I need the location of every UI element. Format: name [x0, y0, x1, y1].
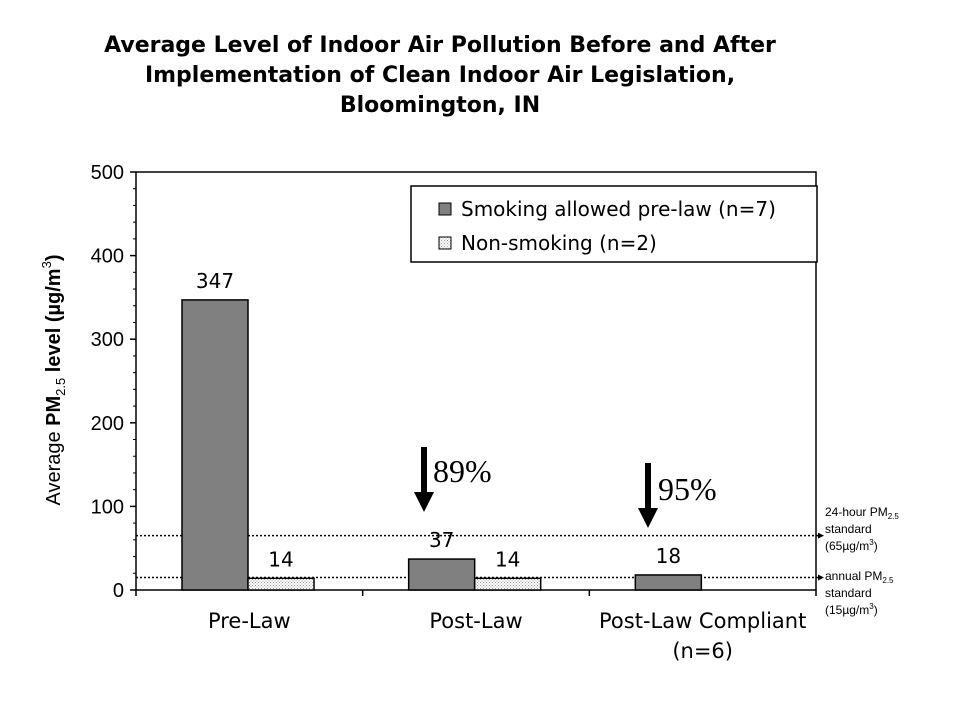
- reduction-arrow-shaft: [645, 463, 651, 510]
- legend-swatch-non-smoking: [438, 236, 452, 250]
- reduction-label: 95%: [658, 471, 717, 507]
- data-label: 14: [495, 547, 520, 571]
- reference-label-line-2: standard: [825, 586, 872, 600]
- reference-label-line-3: (15µg/m3): [825, 602, 878, 617]
- chart-title-line-2: Implementation of Clean Indoor Air Legis…: [145, 63, 735, 88]
- bar-non-smoking: [473, 577, 542, 591]
- reduction-label: 89%: [433, 453, 492, 489]
- reference-line-arrowhead: [818, 574, 824, 581]
- x-axis: Pre-Law Post-Law Post-Law Compliant (n=6): [135, 590, 817, 663]
- y-tick-label: 400: [91, 246, 124, 268]
- x-category-label: Pre-Law: [208, 609, 291, 633]
- reduction-arrow-head: [638, 508, 658, 528]
- reduction-arrow-head: [414, 492, 434, 512]
- x-category-sublabel: (n=6): [672, 639, 733, 663]
- data-label: 347: [196, 269, 234, 293]
- data-label: 14: [268, 547, 293, 571]
- reference-label-line-1: annual PM2.5: [825, 569, 894, 585]
- legend: Smoking allowed pre-law (n=7) Non-smokin…: [410, 185, 818, 263]
- reference-label-line-2: standard: [825, 522, 872, 536]
- bar-non-smoking: [247, 577, 315, 591]
- reference-label-line-1: 24-hour PM2.5: [825, 505, 899, 521]
- data-label: 37: [429, 528, 454, 552]
- x-category-label: Post-Law: [429, 609, 522, 633]
- reference-label-line-3: (65µg/m3): [825, 538, 878, 553]
- reference-line-arrowhead: [818, 532, 824, 539]
- chart-title-line-1: Average Level of Indoor Air Pollution Be…: [104, 33, 776, 58]
- y-tick-label: 300: [91, 329, 124, 351]
- y-tick-label: 500: [91, 162, 124, 184]
- bar-smoking: [407, 558, 476, 591]
- y-tick-label: 100: [91, 496, 124, 518]
- legend-label-smoking: Smoking allowed pre-law (n=7): [461, 197, 776, 221]
- bars: [181, 299, 703, 591]
- bar-smoking: [181, 299, 249, 591]
- chart-title-line-3: Bloomington, IN: [340, 93, 540, 118]
- data-labels: 347 14 37 14 18: [196, 269, 681, 571]
- y-axis: 0 100 200 300 400 500: [91, 162, 136, 602]
- y-tick-label: 200: [91, 413, 124, 435]
- y-axis-label: Average PM2.5 level (µg/m3): [39, 254, 68, 505]
- legend-label-non-smoking: Non-smoking (n=2): [461, 231, 657, 255]
- data-label: 18: [656, 544, 681, 568]
- bar-smoking: [634, 574, 703, 591]
- legend-box: [410, 185, 818, 263]
- legend-swatch-smoking: [438, 202, 452, 216]
- x-category-label: Post-Law Compliant: [599, 609, 806, 633]
- y-tick-label: 0: [113, 580, 124, 602]
- reduction-arrows: 89% 95%: [414, 447, 717, 528]
- chart-title: Average Level of Indoor Air Pollution Be…: [104, 33, 776, 118]
- reduction-arrow-shaft: [421, 447, 427, 494]
